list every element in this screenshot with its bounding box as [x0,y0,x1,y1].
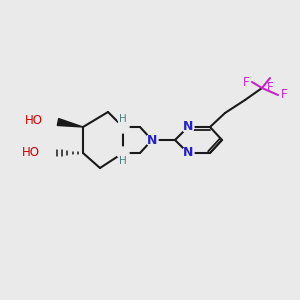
Text: H: H [119,156,127,166]
Text: N: N [147,134,157,146]
Polygon shape [57,118,83,127]
Text: F: F [242,76,249,88]
Circle shape [146,134,158,146]
Text: F: F [267,81,273,94]
Text: HO: HO [22,146,40,160]
Text: N: N [183,146,193,160]
Circle shape [182,121,194,133]
Circle shape [118,156,128,166]
Text: HO: HO [25,115,43,128]
Circle shape [118,114,128,124]
Text: H: H [119,114,127,124]
Text: N: N [183,121,193,134]
Circle shape [117,147,129,159]
Text: F: F [281,88,288,101]
Circle shape [182,147,194,159]
Circle shape [117,121,129,133]
